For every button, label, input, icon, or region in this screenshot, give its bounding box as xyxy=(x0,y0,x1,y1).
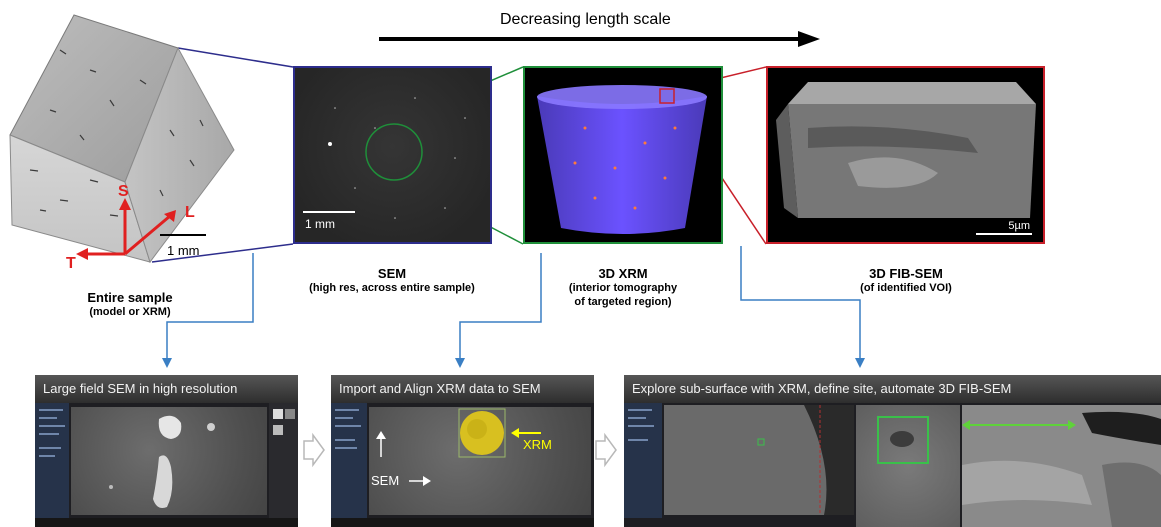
screenshot-import-align: Import and Align XRM data to SEM XRM SEM xyxy=(331,375,594,527)
screenshot-title-3: Explore sub-surface with XRM, define sit… xyxy=(624,375,1161,403)
fib-panel: 5µm xyxy=(766,66,1045,244)
sem-xrm-overlay-image: XRM SEM xyxy=(369,407,591,515)
axis-label-s: S xyxy=(118,183,129,200)
axis-label-l: L xyxy=(185,204,195,221)
screenshot-title-2: Import and Align XRM data to SEM xyxy=(331,375,594,403)
xrm-slice-zoom xyxy=(856,405,960,527)
caption-entire-sample: Entire sample (model or XRM) xyxy=(87,290,173,318)
software-toolbar-1 xyxy=(35,518,298,527)
cube-right-face xyxy=(124,46,235,264)
software-panel-right-1 xyxy=(269,403,298,518)
xrm-panel xyxy=(523,66,723,244)
screenshot-title-1: Large field SEM in high resolution xyxy=(35,375,298,403)
caption-fib-sem: 3D FIB-SEM (of identified VOI) xyxy=(860,266,952,294)
sample-cube xyxy=(9,14,235,264)
xrm-label: XRM xyxy=(523,437,552,452)
sample-scale-label: 1 mm xyxy=(167,243,200,258)
software-sidebar-3 xyxy=(624,403,662,518)
fib-sem-slice xyxy=(962,405,1161,527)
screenshot-explore-subsurface: Explore sub-surface with XRM, define sit… xyxy=(624,375,1161,527)
screenshot-large-field-sem: Large field SEM in high resolution xyxy=(35,375,298,527)
software-sidebar-2 xyxy=(331,403,367,518)
sem-label: SEM xyxy=(371,473,400,488)
software-toolbar-2 xyxy=(331,518,594,527)
sem-overview-image xyxy=(664,405,854,515)
caption-xrm: 3D XRM (interior tomography of targeted … xyxy=(568,266,678,308)
sem-roi-circle xyxy=(365,123,423,181)
caption-sem: SEM (high res, across entire sample) xyxy=(309,266,475,294)
software-sidebar-1 xyxy=(35,403,69,518)
sem-image xyxy=(303,97,466,219)
sem-scale-label: 1 mm xyxy=(305,217,335,231)
length-scale-arrow xyxy=(379,31,820,47)
fib-scale-label: 5µm xyxy=(1008,220,1030,232)
fib-volume-render xyxy=(776,82,1036,235)
axis-label-t: T xyxy=(66,255,76,272)
xrm-volume-render xyxy=(537,85,707,234)
fib-site-box xyxy=(877,416,929,464)
length-scale-label: Decreasing length scale xyxy=(500,11,671,28)
sem-particle-image xyxy=(71,407,267,515)
xrm-roi-box xyxy=(659,88,675,104)
sem-panel: 1 mm xyxy=(293,66,492,244)
